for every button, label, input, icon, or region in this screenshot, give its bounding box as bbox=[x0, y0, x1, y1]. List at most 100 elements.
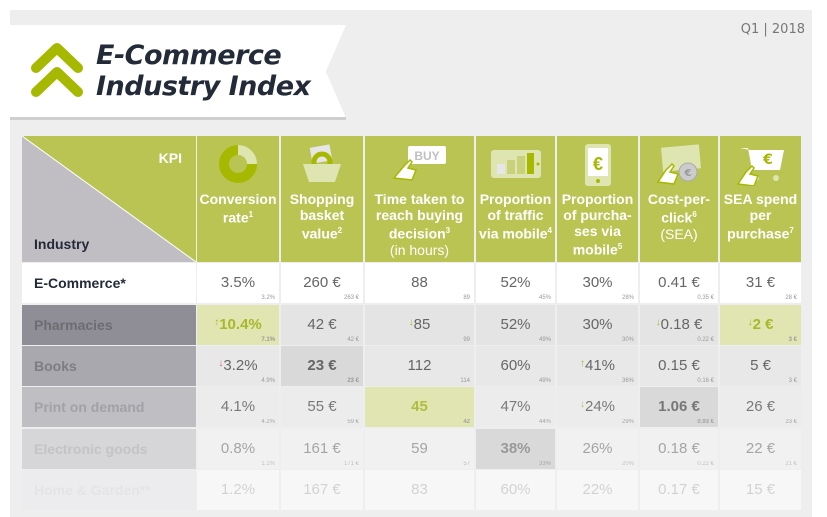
previous-value: 4.2% bbox=[261, 419, 275, 425]
kpi-cell: 23 € 23 € bbox=[281, 346, 363, 386]
kpi-cell: 112 114 bbox=[365, 346, 474, 386]
previous-value: 42 bbox=[463, 419, 470, 425]
column-header: Proportion of traffic via mobile4 bbox=[476, 136, 555, 262]
previous-value: 0.16 € bbox=[697, 378, 714, 384]
kpi-cell: 0.17 € bbox=[640, 470, 718, 510]
title-line-2: Industry Index bbox=[96, 71, 311, 102]
table-corner bbox=[22, 136, 196, 262]
kpi-value: 52% bbox=[500, 316, 531, 333]
cart-euro-icon: € bbox=[736, 144, 786, 191]
previous-value: 263 € bbox=[343, 295, 359, 301]
arrow-down-icon: ↓ bbox=[218, 358, 224, 369]
kpi-value: 1.2% bbox=[220, 481, 256, 498]
footnote-marker: 7 bbox=[789, 226, 794, 235]
period-label: Q1 | 2018 bbox=[740, 22, 805, 37]
previous-value: 45% bbox=[538, 295, 551, 301]
previous-value: 4.9% bbox=[261, 378, 275, 384]
column-sublabel: (SEA) bbox=[660, 225, 698, 242]
kpi-cell: 30% 28% bbox=[557, 263, 638, 303]
kpi-cell: 22% bbox=[557, 470, 638, 510]
kpi-value: 41% bbox=[584, 357, 616, 374]
kpi-cell: ↓0.18 € 0.22 € bbox=[640, 305, 718, 345]
kpi-value: 5 € bbox=[750, 357, 771, 374]
kpi-cell: 1.06 € 0.93 € bbox=[640, 387, 718, 427]
previous-value: 1.1% bbox=[261, 461, 275, 467]
kpi-cell: 88 89 bbox=[365, 263, 474, 303]
kpi-value: 60% bbox=[500, 481, 531, 498]
previous-value: 28 € bbox=[785, 295, 797, 301]
kpi-cell: ↓85 99 bbox=[365, 305, 474, 345]
industry-name: Print on demand bbox=[22, 387, 196, 427]
kpi-cell: 161 €171 € bbox=[281, 429, 363, 469]
kpi-cell: ↓2 € 3 € bbox=[720, 305, 801, 345]
arrow-down-icon: ↓ bbox=[747, 317, 753, 328]
kpi-value: 23 € bbox=[307, 357, 337, 374]
previous-value: 0.22 € bbox=[697, 337, 714, 343]
arrow-up-icon: ↑ bbox=[579, 358, 585, 369]
buy-button-click-icon: BUY bbox=[390, 144, 450, 189]
previous-value: 30% bbox=[621, 337, 634, 343]
industry-name: E-Commerce* bbox=[22, 263, 196, 303]
column-label: SEA spend per purchase bbox=[723, 191, 798, 242]
kpi-value: 3.2% bbox=[223, 357, 258, 374]
industry-name: Electronic goods bbox=[22, 429, 196, 469]
kpi-cell: 47% 44% bbox=[476, 387, 555, 427]
column-label: Cost-per-click bbox=[647, 191, 711, 226]
kpi-value: 22% bbox=[582, 481, 613, 498]
footnote-marker: 5 bbox=[617, 242, 623, 251]
previous-value: 3 € bbox=[788, 378, 797, 384]
kpi-cell: 0.41 € 0.35 € bbox=[640, 263, 718, 303]
kpi-cell: 0.15 € 0.16 € bbox=[640, 346, 718, 386]
previous-value: 49% bbox=[538, 378, 551, 384]
kpi-cell: 59 57 bbox=[365, 429, 474, 469]
kpi-value: 1.06 € bbox=[658, 398, 700, 415]
kpi-value: 88 bbox=[411, 274, 428, 291]
kpi-value: 0.41 € bbox=[658, 274, 700, 291]
previous-value: 36% bbox=[621, 378, 634, 384]
kpi-value: 24% bbox=[584, 398, 616, 415]
page-title: E-Commerce Industry Index bbox=[96, 40, 311, 102]
column-label: Proportion of purcha-ses via mobile bbox=[561, 191, 634, 258]
table-row: Books ↓3.2% 4.9% 23 €23 €112 114 60% 49% ↑41% 36… bbox=[22, 346, 803, 386]
table-row: Electronic goods 0.8% 1.1% 161 €171 € 59 57 38… bbox=[22, 429, 803, 469]
kpi-value: 161 € bbox=[303, 440, 341, 457]
kpi-value: 83 bbox=[411, 481, 428, 498]
tablet-bar-chart-icon bbox=[489, 144, 543, 189]
kpi-cell: 167 € bbox=[281, 470, 363, 510]
kpi-cell: 4.1% 4.2% bbox=[197, 387, 279, 427]
kpi-value: 0.18 € bbox=[658, 440, 700, 457]
kpi-cell: 0.18 € 0.22 € bbox=[640, 429, 718, 469]
svg-text:€: € bbox=[762, 152, 773, 168]
footnote-marker: 1 bbox=[248, 210, 254, 219]
previous-value: 114 bbox=[460, 378, 470, 384]
column-header: € SEA spend per purchase7 bbox=[720, 136, 801, 262]
shopping-basket-icon bbox=[299, 144, 345, 189]
kpi-value: 31 € bbox=[745, 274, 776, 291]
kpi-value: 167 € bbox=[303, 481, 341, 498]
title-banner bbox=[10, 25, 346, 118]
kpi-value: 260 € bbox=[303, 274, 341, 291]
kpi-value: 22 € bbox=[745, 440, 776, 457]
kpi-value: 30% bbox=[582, 274, 613, 291]
kpi-value: 26% bbox=[582, 440, 613, 457]
kpi-cell: 60% bbox=[476, 470, 555, 510]
industry-name: Home & Garden** bbox=[22, 470, 196, 510]
kpi-cell: 60% 49% bbox=[476, 346, 555, 386]
table-row: Pharmacies ↑10.4% 7.1% 42 €42 € ↓85 99 52% 49% 3… bbox=[22, 305, 803, 345]
kpi-cell: ↑41% 36% bbox=[557, 346, 638, 386]
previous-value: 0.35 € bbox=[697, 295, 714, 301]
kpi-value: 52% bbox=[500, 274, 531, 291]
donut-chart-icon bbox=[218, 144, 258, 189]
arrow-down-icon: ↓ bbox=[655, 317, 661, 328]
table-row: E-Commerce* 3.5% 3.2% 260 €263 € 88 89 52% 45% 3… bbox=[22, 263, 803, 303]
footnote-marker: 4 bbox=[547, 226, 552, 235]
previous-value: 23 € bbox=[785, 419, 797, 425]
kpi-value: 45 bbox=[411, 398, 428, 415]
kpi-value: 60% bbox=[500, 357, 531, 374]
svg-text:€: € bbox=[592, 154, 602, 174]
industry-axis-label: Industry bbox=[34, 236, 90, 252]
table-row: Home & Garden** 1.2% 167 € 83 60% 22% 0.17 € 15… bbox=[22, 470, 803, 510]
banner-shadow bbox=[10, 117, 346, 120]
kpi-value: 3.5% bbox=[220, 274, 256, 291]
kpi-cell: 26% 20% bbox=[557, 429, 638, 469]
